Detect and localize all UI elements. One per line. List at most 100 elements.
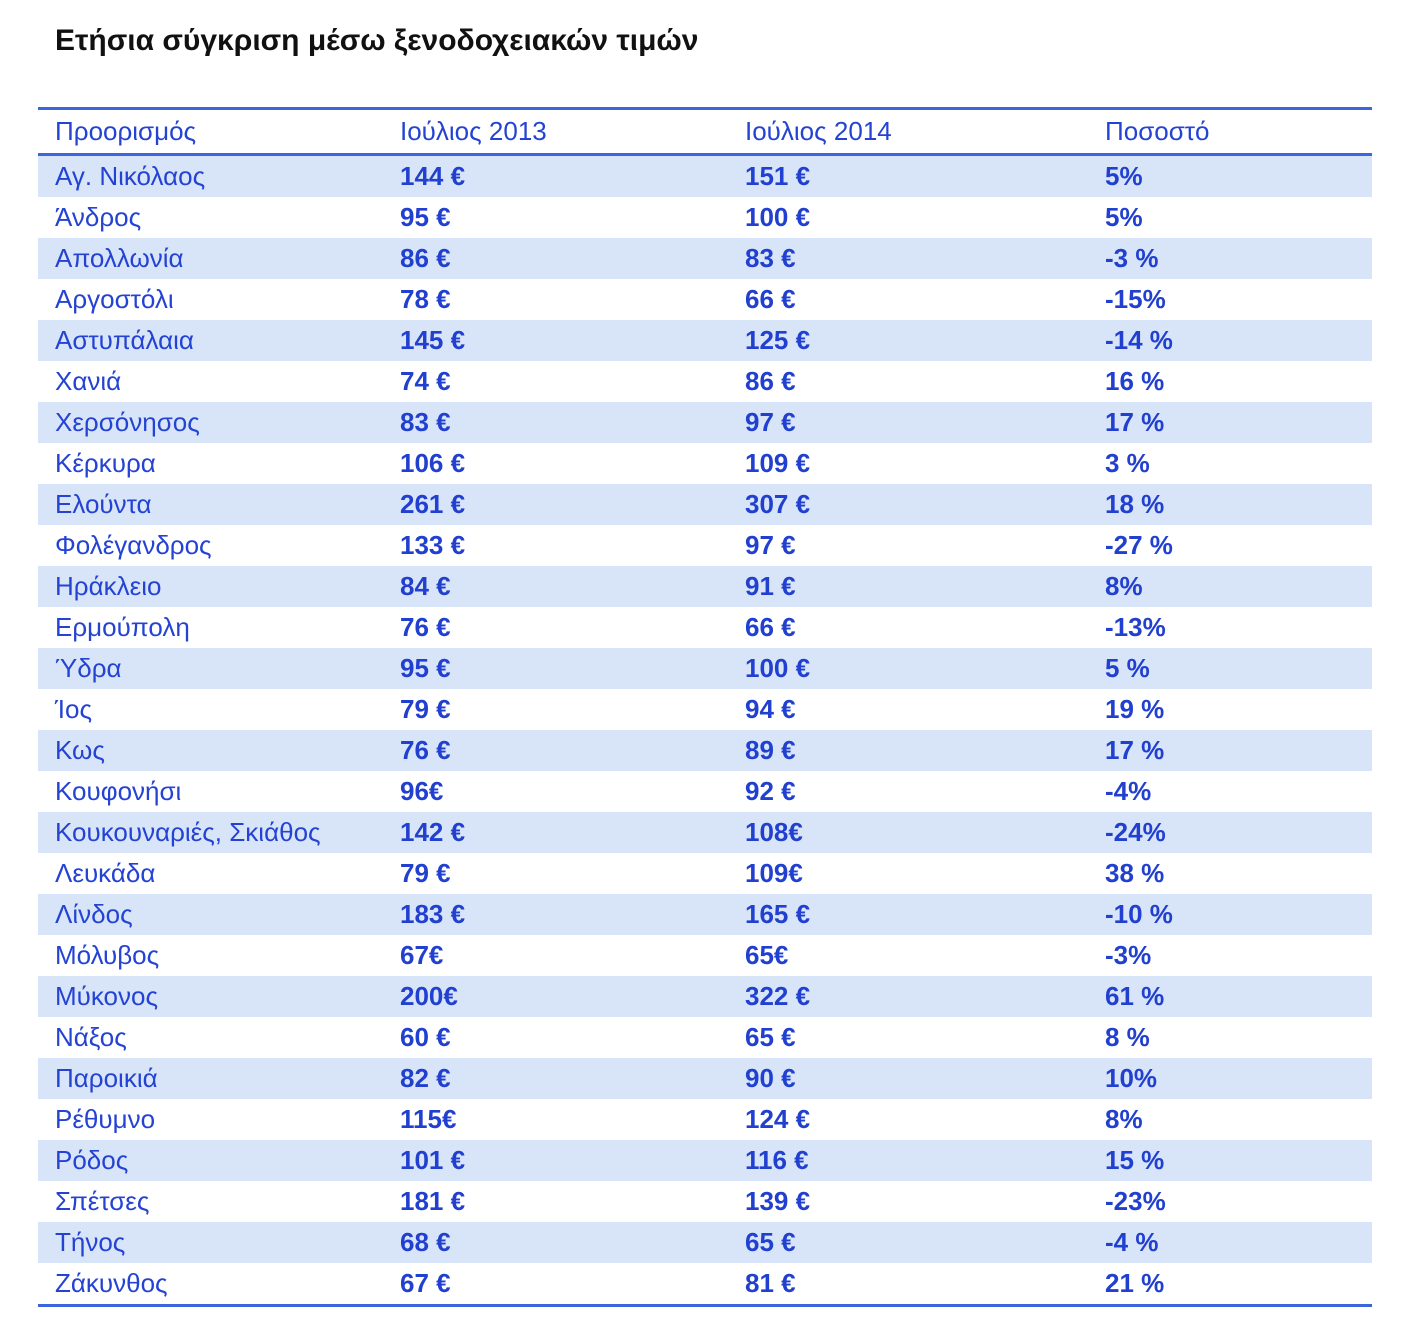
percent-cell: -24% [1105, 817, 1166, 847]
destination-cell: Ύδρα [55, 653, 122, 683]
price-july-2013-cell: 79 € [400, 694, 451, 724]
destination-cell: Κως [55, 735, 105, 765]
percent-cell: 5 % [1105, 653, 1150, 683]
percent-cell: 15 % [1105, 1145, 1165, 1175]
price-july-2014-cell: 139 € [745, 1186, 811, 1216]
price-july-2014-cell: 94 € [745, 694, 796, 724]
price-july-2014-cell: 97 € [745, 407, 796, 437]
destination-cell: Ζάκυνθος [55, 1268, 168, 1298]
destination-cell: Χερσόνησος [55, 407, 200, 437]
price-july-2013-cell: 76 € [400, 612, 451, 642]
price-july-2013-cell: 144 € [400, 161, 466, 191]
table-row: Λίνδος 183 € 165 € -10 % [38, 894, 1372, 935]
table-row: Σπέτσες 181 € 139 € -23% [38, 1181, 1372, 1222]
price-july-2013-cell: 115€ [400, 1104, 457, 1134]
price-july-2013-cell: 181 € [400, 1186, 466, 1216]
price-july-2013-cell: 95 € [400, 653, 451, 683]
destination-cell: Απολλωνία [55, 243, 184, 273]
price-july-2014-cell: 97 € [745, 530, 796, 560]
percent-cell: 38 % [1105, 858, 1165, 888]
price-comparison-table: Προορισμός Ιούλιος 2013 Ιούλιος 2014 Ποσ… [38, 107, 1372, 1307]
table-row: Παροικιά 82 € 90 € 10% [38, 1058, 1372, 1099]
price-july-2013-cell: 133 € [400, 530, 466, 560]
price-july-2013-cell: 101 € [400, 1145, 466, 1175]
destination-cell: Αστυπάλαια [55, 325, 194, 355]
price-july-2014-cell: 65 € [745, 1022, 796, 1052]
destination-cell: Ίος [55, 694, 92, 724]
percent-cell: -4% [1105, 776, 1152, 806]
price-july-2013-cell: 79 € [400, 858, 451, 888]
percent-cell: -15% [1105, 284, 1166, 314]
price-july-2014-cell: 100 € [745, 202, 811, 232]
destination-cell: Φολέγανδρος [55, 530, 212, 560]
table-row: Ρέθυμνο 115€ 124 € 8% [38, 1099, 1372, 1140]
price-july-2013-cell: 86 € [400, 243, 451, 273]
percent-cell: -27 % [1105, 530, 1173, 560]
price-july-2014-cell: 90 € [745, 1063, 796, 1093]
percent-cell: -3% [1105, 940, 1152, 970]
percent-cell: 17 % [1105, 735, 1165, 765]
percent-cell: -4 % [1105, 1227, 1159, 1257]
column-header-destination: Προορισμός [38, 108, 383, 156]
price-july-2013-cell: 145 € [400, 325, 466, 355]
table-row: Ύδρα 95 € 100 € 5 % [38, 648, 1372, 689]
table-row: Αστυπάλαια 145 € 125 € -14 % [38, 320, 1372, 361]
percent-cell: 16 % [1105, 366, 1165, 396]
table-row: Άνδρος 95 € 100 € 5% [38, 197, 1372, 238]
destination-cell: Σπέτσες [55, 1186, 150, 1216]
table-row: Αργοστόλι 78 € 66 € -15% [38, 279, 1372, 320]
page-title: Ετήσια σύγκριση μέσω ξενοδοχειακών τιμών [55, 24, 699, 57]
table-row: Αγ. Νικόλαος 144 € 151 € 5% [38, 154, 1372, 197]
price-july-2013-cell: 68 € [400, 1227, 451, 1257]
percent-cell: 5% [1105, 161, 1143, 191]
price-july-2013-cell: 106 € [400, 448, 466, 478]
destination-cell: Ρέθυμνο [55, 1104, 156, 1134]
table-row: Κουκουναριές, Σκιάθος 142 € 108€ -24% [38, 812, 1372, 853]
destination-cell: Λευκάδα [55, 858, 156, 888]
destination-cell: Άνδρος [55, 202, 142, 232]
column-header-percent: Ποσοστό [1088, 108, 1372, 156]
table-row: Χερσόνησος 83 € 97 € 17 % [38, 402, 1372, 443]
price-july-2014-cell: 108€ [745, 817, 803, 847]
percent-cell: 8% [1105, 1104, 1143, 1134]
price-july-2014-cell: 151 € [745, 161, 811, 191]
destination-cell: Ρόδος [55, 1145, 129, 1175]
price-july-2014-cell: 109€ [745, 858, 803, 888]
percent-cell: -3 % [1105, 243, 1159, 273]
price-july-2014-cell: 322 € [745, 981, 811, 1011]
destination-cell: Αγ. Νικόλαος [55, 161, 206, 191]
table-row: Λευκάδα 79 € 109€ 38 % [38, 853, 1372, 894]
price-july-2014-cell: 89 € [745, 735, 796, 765]
table-row: Τήνος 68 € 65 € -4 % [38, 1222, 1372, 1263]
price-july-2014-cell: 100 € [745, 653, 811, 683]
destination-cell: Χανιά [55, 366, 122, 396]
percent-cell: 21 % [1105, 1268, 1165, 1298]
price-july-2014-cell: 109 € [745, 448, 811, 478]
price-july-2014-cell: 65 € [745, 1227, 796, 1257]
price-july-2014-cell: 165 € [745, 899, 811, 929]
column-header-july-2014: Ιούλιος 2014 [728, 108, 1088, 156]
table-row: Χανιά 74 € 86 € 16 % [38, 361, 1372, 402]
table-row: Νάξος 60 € 65 € 8 % [38, 1017, 1372, 1058]
destination-cell: Μόλυβος [55, 940, 160, 970]
table-row: Κως 76 € 89 € 17 % [38, 730, 1372, 771]
table-row: Φολέγανδρος 133 € 97 € -27 % [38, 525, 1372, 566]
percent-cell: 5% [1105, 202, 1143, 232]
table-row: Ηράκλειο 84 € 91 € 8% [38, 566, 1372, 607]
percent-cell: 17 % [1105, 407, 1165, 437]
table-body: Αγ. Νικόλαος 144 € 151 € 5% Άνδρος 95 € 100 € 5… [38, 154, 1372, 1306]
percent-cell: -10 % [1105, 899, 1173, 929]
destination-cell: Αργοστόλι [55, 284, 174, 314]
price-july-2013-cell: 76 € [400, 735, 451, 765]
price-july-2014-cell: 307 € [745, 489, 811, 519]
table-row: Ρόδος 101 € 116 € 15 % [38, 1140, 1372, 1181]
price-july-2014-cell: 116 € [745, 1145, 809, 1175]
percent-cell: -13% [1105, 612, 1166, 642]
price-july-2014-cell: 81 € [745, 1268, 796, 1298]
price-july-2013-cell: 82 € [400, 1063, 451, 1093]
destination-cell: Ελούντα [55, 489, 152, 519]
percent-cell: 8 % [1105, 1022, 1150, 1052]
percent-cell: 18 % [1105, 489, 1165, 519]
percent-cell: 3 % [1105, 448, 1150, 478]
